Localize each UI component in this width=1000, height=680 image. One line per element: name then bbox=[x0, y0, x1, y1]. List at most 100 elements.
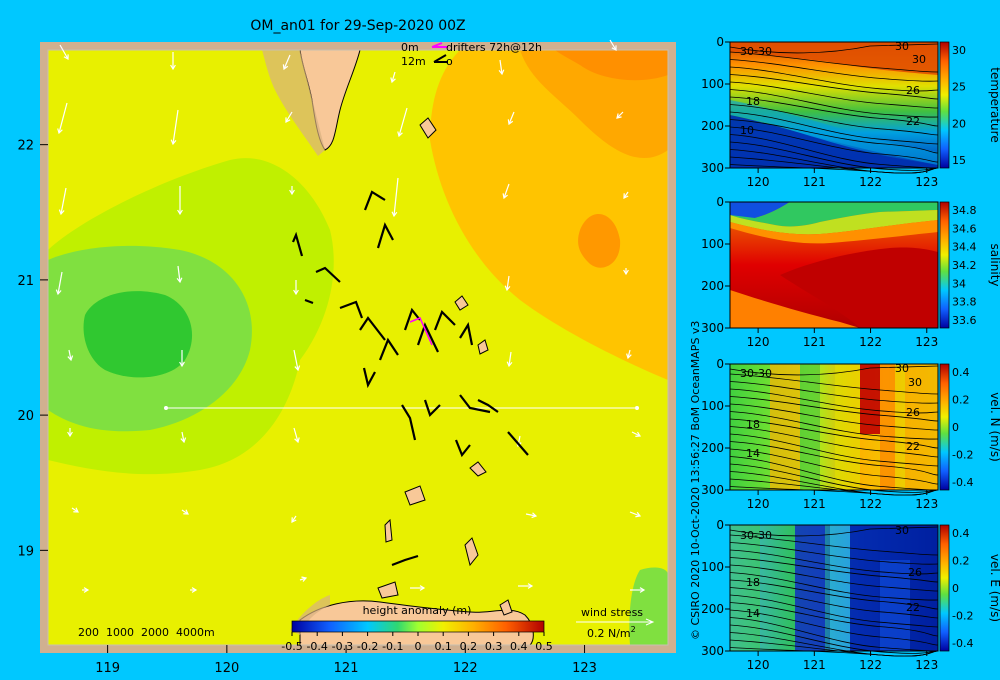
wind-arrowhead bbox=[635, 431, 642, 437]
drifter-track bbox=[363, 190, 386, 211]
section-y-tick-label: 300 bbox=[701, 483, 724, 497]
section-x-tick-label: 121 bbox=[803, 658, 826, 672]
wind-arrowhead bbox=[170, 139, 177, 146]
section-cbar-tick-label: -0.2 bbox=[952, 449, 973, 462]
wind-arrow bbox=[508, 351, 512, 367]
drifter-track bbox=[359, 316, 386, 341]
wind-arrowhead bbox=[291, 517, 297, 523]
section-cbar-tick-label: 34.6 bbox=[952, 222, 977, 235]
section-x-tick-label: 120 bbox=[747, 497, 770, 511]
drifter-depth-12: 12m bbox=[401, 55, 426, 68]
section-cbar-tick-label: 20 bbox=[952, 117, 966, 130]
wind-arrowhead bbox=[623, 193, 629, 199]
wind-arrowhead bbox=[623, 269, 629, 276]
temperature-cold-overlay bbox=[730, 115, 938, 168]
wind-arrowhead bbox=[289, 189, 295, 196]
wind-arrow bbox=[393, 177, 399, 217]
isotherm-line bbox=[729, 526, 939, 537]
section-cbar-tick-label: 0.4 bbox=[952, 366, 970, 379]
wind-arrowhead bbox=[67, 355, 74, 362]
map-border bbox=[47, 49, 669, 646]
isotherm-line bbox=[729, 51, 939, 73]
section-line-start bbox=[164, 406, 168, 410]
land-islet-1 bbox=[419, 117, 437, 139]
wind-arrow bbox=[283, 54, 291, 70]
section-x-tick-label: 123 bbox=[915, 335, 938, 349]
isotherm-line bbox=[729, 141, 939, 171]
colorbar-tick-label: -0.1 bbox=[382, 640, 403, 653]
map-x-tick-label: 122 bbox=[453, 661, 478, 676]
land-islet-8 bbox=[377, 581, 399, 599]
wind-arrowhead bbox=[531, 512, 538, 519]
isotherm-line bbox=[729, 403, 939, 431]
wind-stress-scale-exp: 2 bbox=[631, 625, 636, 634]
drifter-track bbox=[433, 310, 456, 331]
section-y-tick-label: 0 bbox=[716, 518, 724, 532]
isotherm-line bbox=[729, 542, 939, 565]
wind-arrowhead bbox=[177, 209, 183, 216]
field-orange-north bbox=[555, 50, 668, 81]
salinity-core-red bbox=[780, 247, 938, 328]
section-x-tick-label: 121 bbox=[803, 497, 826, 511]
temperature-contour-label-6: 18 bbox=[746, 95, 760, 108]
colorbar-tick-label: -0.4 bbox=[306, 640, 327, 653]
isotherm-line bbox=[729, 549, 939, 575]
temperature-contour-label-4: 26 bbox=[906, 84, 920, 97]
salinity-panel: 120 121 122 123 0 100 200 300 34.8 34.6 34.4 34.2 34… bbox=[701, 195, 1000, 349]
section-cbar-tick-label: 34.8 bbox=[952, 204, 977, 217]
drifter-track bbox=[304, 298, 314, 305]
temperature-cbar bbox=[939, 41, 950, 169]
wind-arrowhead bbox=[83, 587, 90, 593]
isotherm-line bbox=[729, 594, 939, 628]
wind-arrow bbox=[629, 511, 641, 517]
map-x-tick-label: 120 bbox=[214, 661, 239, 676]
isotherm-line bbox=[729, 441, 939, 476]
salinity-surface-green bbox=[730, 202, 938, 227]
section-y-tick-label: 300 bbox=[701, 644, 724, 658]
colorbar-tick-label: 0.5 bbox=[535, 640, 553, 653]
isotherm-line bbox=[729, 396, 939, 422]
section-y-tick-label: 100 bbox=[701, 77, 724, 91]
section-cbar-tick-label: 25 bbox=[952, 81, 966, 94]
isotherm-line bbox=[729, 66, 939, 92]
height-colorbar: height anomaly (m) -0.5 -0.4 -0.3 -0.2 -0.1 0… bbox=[281, 604, 552, 653]
map-x-ticks: 119 120 121 122 123 bbox=[95, 645, 597, 676]
map-x-tick-label: 123 bbox=[572, 661, 597, 676]
land-islet-7 bbox=[464, 537, 479, 567]
drifter-legend: 0m 12m drifters 72h@12h o bbox=[401, 41, 542, 68]
drifter-legend-0m-mark bbox=[431, 42, 448, 48]
drifter-track bbox=[416, 322, 439, 353]
section-y-tick-label: 0 bbox=[716, 357, 724, 371]
section-cbar-label: vel. E (m/s) bbox=[988, 554, 1000, 622]
section-cbar-tick-label: 30 bbox=[952, 44, 966, 57]
vel-e-contour-label-3: 26 bbox=[908, 566, 922, 579]
section-cbar-tick-label: 33.6 bbox=[952, 314, 977, 327]
wind-arrow bbox=[291, 515, 297, 523]
wind-arrowhead bbox=[397, 131, 403, 138]
map-y-ticks: 19 20 21 22 bbox=[17, 139, 48, 559]
section-x-tick-label: 121 bbox=[803, 175, 826, 189]
isotherm-line bbox=[729, 373, 939, 395]
salinity-axes: 120 121 122 123 0 100 200 300 34.8 34.6 34.4 34.2 34… bbox=[701, 195, 1000, 349]
vel-e-axes: 120 121 122 123 0 100 200 300 0.4 0.2 0 -0.2 -0.4 vel… bbox=[701, 518, 1000, 672]
wind-arrow bbox=[391, 71, 396, 83]
wind-arrow bbox=[616, 111, 624, 119]
map-y-tick-label: 22 bbox=[17, 139, 34, 154]
depth-legend: 200 1000 2000 4000m bbox=[78, 626, 215, 639]
land-islet-4 bbox=[469, 461, 487, 477]
wind-arrowhead bbox=[293, 289, 299, 296]
land-islet-9 bbox=[499, 599, 513, 616]
isotherm-line bbox=[729, 126, 939, 163]
salinity-cbar bbox=[939, 201, 950, 329]
salinity-surface-blue bbox=[730, 202, 790, 219]
wind-arrowhead bbox=[639, 587, 646, 593]
salinity-frame bbox=[729, 201, 939, 329]
drifter-depth-0: 0m bbox=[401, 41, 419, 54]
colorbar-tick-label: 0.2 bbox=[460, 640, 478, 653]
wind-arrowhead bbox=[301, 576, 308, 582]
section-x-tick-label: 122 bbox=[859, 497, 882, 511]
wind-arrowhead bbox=[55, 289, 62, 296]
isotherm-line bbox=[729, 89, 939, 118]
isotherm-line bbox=[729, 365, 939, 376]
wind-arrow bbox=[58, 102, 68, 134]
